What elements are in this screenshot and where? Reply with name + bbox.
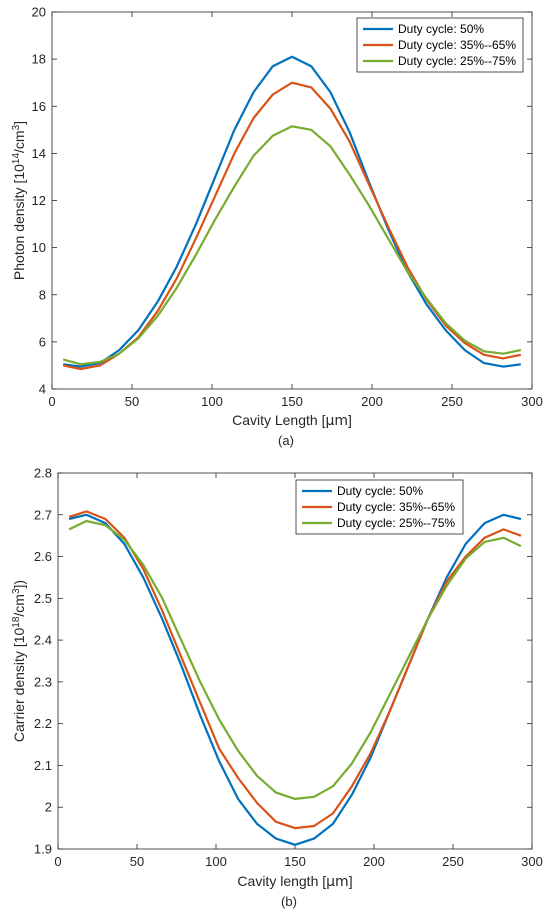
- x-tick-label: 50: [130, 854, 144, 869]
- y-tick-label: 2.7: [34, 507, 52, 522]
- panel-caption: (b): [281, 894, 297, 909]
- x-tick-label: 0: [54, 854, 61, 869]
- x-tick-label: 200: [361, 394, 383, 409]
- x-tick-label: 300: [521, 854, 543, 869]
- y-tick-label: 2: [45, 800, 52, 815]
- chart-panel-b: 0 50 100 150 200 250 300 1.9 2 2.1 2.2 2.3 2.4 2.5 2.6…: [11, 466, 543, 910]
- y-tick-label: 14: [32, 146, 46, 161]
- series-line: [68, 510, 522, 830]
- y-tick-label: 2.4: [34, 633, 52, 648]
- y-tick-label: 2.3: [34, 674, 52, 689]
- x-tick-label: 100: [201, 394, 223, 409]
- chart-panel-a: 0 50 100 150 200 250 300 4 6 8 10 12 14 16 18 20 Cavity …: [11, 5, 543, 449]
- y-tick-label: 2.5: [34, 591, 52, 606]
- legend-entry: Duty cycle: 50%: [337, 484, 423, 498]
- y-tick-label: 20: [32, 5, 46, 20]
- y-tick-label: 12: [32, 193, 46, 208]
- legend-entry: Duty cycle: 25%--75%: [337, 516, 455, 530]
- y-tick-label: 1.9: [34, 842, 52, 857]
- y-tick-label: 2.2: [34, 716, 52, 731]
- legend-entry: Duty cycle: 35%--65%: [398, 38, 516, 52]
- legend: Duty cycle: 50% Duty cycle: 35%--65% Duty …: [356, 17, 524, 73]
- x-tick-label: 100: [205, 854, 227, 869]
- x-tick-label: 0: [48, 394, 55, 409]
- y-tick-label: 8: [39, 287, 46, 302]
- x-tick-label: 150: [281, 394, 303, 409]
- series-line: [68, 519, 522, 801]
- x-axis-label: Cavity Length [μm]: [232, 412, 352, 429]
- x-axis-label: Cavity length [μm]: [237, 873, 352, 890]
- y-axis-label: Photon density [1014/cm3]: [11, 121, 28, 280]
- x-tick-label: 250: [442, 854, 464, 869]
- y-tick-label: 4: [39, 382, 46, 397]
- plot-area: [51, 11, 533, 390]
- legend-entry: Duty cycle: 35%--65%: [337, 500, 455, 514]
- series-line: [68, 513, 522, 846]
- plot-area: [57, 472, 533, 850]
- x-tick-label: 50: [125, 394, 139, 409]
- series-line: [63, 55, 521, 368]
- x-tick-label: 150: [284, 854, 306, 869]
- y-tick-label: 2.6: [34, 549, 52, 564]
- y-tick-label: 18: [32, 52, 46, 67]
- x-tick-label: 200: [363, 854, 385, 869]
- legend-entry: Duty cycle: 25%--75%: [398, 54, 516, 68]
- y-tick-label: 6: [39, 334, 46, 349]
- y-tick-label: 2.8: [34, 466, 52, 481]
- panel-caption: (a): [278, 433, 294, 448]
- series-line: [62, 125, 522, 366]
- y-tick-label: 2.1: [34, 758, 52, 773]
- x-tick-label: 250: [441, 394, 463, 409]
- legend-entry: Duty cycle: 50%: [398, 22, 484, 36]
- y-tick-label: 16: [32, 99, 46, 114]
- x-tick-label: 300: [521, 394, 543, 409]
- legend: Duty cycle: 50% Duty cycle: 35%--65% Duty …: [295, 479, 464, 535]
- y-axis-label: Carrier density [1018/cm3]): [11, 580, 28, 742]
- y-tick-label: 10: [32, 240, 46, 255]
